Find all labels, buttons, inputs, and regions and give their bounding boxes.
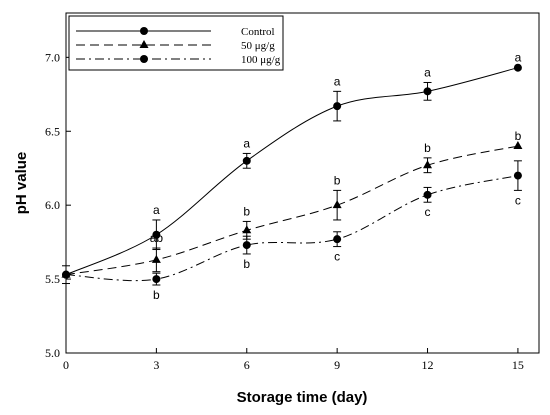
legend-label: Control	[241, 26, 275, 38]
x-tick-label: 0	[63, 358, 69, 372]
significance-label: a	[153, 203, 160, 217]
significance-label: a	[515, 51, 522, 65]
y-tick-label: 6.0	[45, 198, 60, 212]
data-point	[423, 190, 432, 199]
series-line	[65, 175, 519, 282]
significance-label: c	[425, 205, 431, 219]
y-tick-label: 7.0	[45, 50, 60, 64]
significance-label: b	[334, 173, 341, 187]
y-axis-ticks: 5.0 5.5 6.0 6.5 7.0	[45, 50, 71, 360]
data-point	[423, 160, 433, 169]
data-point	[423, 87, 432, 96]
legend-box	[68, 15, 284, 71]
data-point	[242, 225, 252, 234]
series-layer: a a a a a ab b b b b b b c c c	[61, 51, 523, 302]
legend-marker	[139, 40, 149, 48]
series-1: a a a a a	[62, 51, 522, 285]
significance-label: c	[334, 250, 340, 264]
y-tick-label: 5.0	[45, 346, 60, 360]
significance-label: b	[243, 257, 250, 271]
data-point	[332, 200, 342, 209]
x-tick-label: 9	[334, 358, 340, 372]
series-3: b b c c c	[62, 160, 522, 302]
x-tick-label: 12	[422, 358, 434, 372]
data-point	[513, 63, 522, 72]
legend: Control 50 μg/g 100 μg/g	[68, 15, 284, 71]
y-tick-label: 5.5	[45, 272, 60, 286]
y-tick-label: 6.5	[45, 124, 60, 138]
x-axis-ticks: 0 3 6 9 12 15	[63, 348, 524, 372]
x-tick-label: 6	[244, 358, 250, 372]
data-point	[513, 141, 523, 150]
significance-label: c	[515, 193, 521, 207]
data-point	[333, 102, 342, 111]
significance-label: b	[153, 288, 160, 302]
data-point	[242, 241, 251, 250]
data-point	[242, 156, 251, 165]
plot-frame	[65, 12, 540, 354]
data-point	[513, 171, 522, 180]
legend-label: 100 μg/g	[241, 54, 281, 66]
legend-marker	[140, 55, 148, 63]
legend-marker	[140, 27, 148, 35]
significance-label: ab	[150, 231, 164, 245]
y-axis-title: pH value	[13, 152, 30, 215]
significance-label: a	[424, 65, 431, 79]
series-line	[65, 145, 519, 276]
significance-label: b	[515, 129, 522, 143]
x-tick-label: 15	[512, 358, 524, 372]
data-point	[152, 230, 161, 239]
series-line	[65, 67, 519, 276]
legend-label: 50 μg/g	[241, 40, 275, 52]
significance-label: b	[424, 141, 431, 155]
x-axis-title: Storage time (day)	[237, 389, 368, 406]
significance-label: b	[243, 204, 250, 218]
x-tick-label: 3	[153, 358, 159, 372]
data-point	[333, 235, 342, 244]
data-point	[152, 275, 161, 284]
significance-label: a	[243, 136, 250, 150]
data-point	[62, 270, 70, 279]
significance-label: a	[334, 74, 341, 88]
data-point	[151, 254, 161, 263]
